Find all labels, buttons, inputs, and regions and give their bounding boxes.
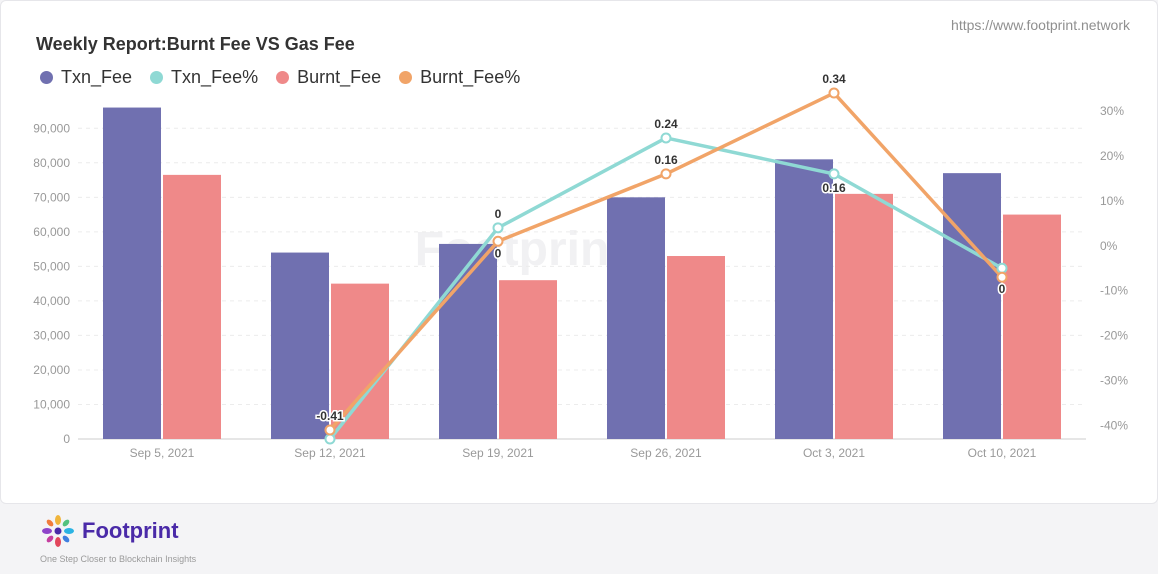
point-burnt-fee-pct [324, 424, 336, 436]
y-right-tick-label: -10% [1100, 284, 1128, 298]
y-right-tick-label: 10% [1100, 194, 1124, 208]
x-tick-label: Oct 3, 2021 [803, 446, 865, 460]
bar-burnt-fee [667, 256, 725, 439]
legend-label: Txn_Fee [61, 67, 133, 87]
legend-label: Burnt_Fee [297, 67, 382, 87]
y-left-tick-label: 20,000 [33, 363, 70, 377]
y-right-tick-label: 30% [1100, 104, 1124, 118]
y-left-tick-label: 40,000 [33, 294, 70, 308]
y-right-tick-label: -20% [1100, 329, 1128, 343]
bar-txn-fee [271, 252, 329, 439]
x-tick-label: Sep 26, 2021 [630, 446, 702, 460]
y-left-tick-label: 80,000 [33, 156, 70, 170]
bar-burnt-fee [499, 280, 557, 439]
data-label: 0.16 [654, 153, 678, 167]
point-txn-fee-pct [828, 168, 840, 180]
legend-label: Txn_Fee% [171, 67, 259, 87]
y-left-tick-label: 90,000 [33, 121, 70, 135]
bar-burnt-fee [835, 193, 893, 439]
brand-name: Footprint [82, 518, 179, 543]
y-left-tick-label: 10,000 [33, 397, 70, 411]
bar-txn-fee [775, 159, 833, 439]
y-left-tick-label: 30,000 [33, 328, 70, 342]
point-txn-fee-pct [492, 222, 504, 234]
data-label: 0 [999, 282, 1006, 296]
y-left-tick-label: 70,000 [33, 190, 70, 204]
line-txn-fee-pct [328, 136, 1003, 441]
bar-burnt-fee [1003, 214, 1061, 439]
chart-title: Weekly Report:Burnt Fee VS Gas Fee [36, 34, 355, 54]
bar-txn-fee [943, 173, 1001, 439]
legend-item-burnt-fee[interactable]: Burnt_Fee [276, 67, 381, 88]
chart-legend: Txn_Fee Txn_Fee% Burnt_Fee Burnt_Fee% [40, 67, 520, 88]
brand-logo[interactable]: Footprint [40, 514, 179, 548]
site-url[interactable]: https://www.footprint.network [951, 17, 1130, 33]
data-label: -0.41 [316, 409, 344, 423]
y-right-tick-label: 0% [1100, 239, 1118, 253]
footprint-logo-icon [42, 515, 74, 547]
point-txn-fee-pct [324, 433, 336, 445]
legend-dot-icon [40, 71, 53, 84]
data-label: 0.24 [654, 117, 678, 131]
legend-dot-icon [150, 71, 164, 84]
y-right-tick-label: -40% [1100, 419, 1128, 433]
legend-dot-icon [399, 71, 413, 84]
x-tick-label: Oct 10, 2021 [968, 446, 1037, 460]
bar-txn-fee [607, 197, 665, 439]
point-txn-fee-pct [996, 262, 1008, 274]
point-burnt-fee-pct [828, 87, 840, 99]
legend-item-txn-fee-pct[interactable]: Txn_Fee% [150, 67, 258, 88]
y-right-tick-label: -30% [1100, 374, 1128, 388]
bar-burnt-fee [331, 283, 389, 439]
y-right-tick-label: 20% [1100, 149, 1124, 163]
brand-tagline: One Step Closer to Blockchain Insights [40, 554, 197, 564]
x-tick-label: Sep 12, 2021 [294, 446, 366, 460]
chart-plot: Footprint010,00020,00030,00040,00050,000… [33, 71, 1128, 460]
legend-dot-icon [276, 71, 290, 84]
point-burnt-fee-pct [492, 235, 504, 247]
data-label: 0.16 [822, 181, 846, 195]
point-burnt-fee-pct [660, 168, 672, 180]
legend-label: Burnt_Fee% [420, 67, 521, 87]
point-burnt-fee-pct [996, 271, 1008, 283]
point-txn-fee-pct [660, 132, 672, 144]
data-label: 0 [495, 246, 502, 260]
data-label: 0 [495, 207, 502, 221]
bar-txn-fee [103, 107, 161, 440]
x-tick-label: Sep 19, 2021 [462, 446, 534, 460]
y-left-tick-label: 0 [63, 432, 70, 446]
x-tick-label: Sep 5, 2021 [130, 446, 195, 460]
legend-item-txn-fee[interactable]: Txn_Fee [40, 67, 132, 88]
y-left-tick-label: 60,000 [33, 225, 70, 239]
y-left-tick-label: 50,000 [33, 259, 70, 273]
bar-burnt-fee [163, 174, 221, 439]
data-label: 0.34 [822, 72, 846, 86]
legend-item-burnt-fee-pct[interactable]: Burnt_Fee% [399, 67, 520, 88]
